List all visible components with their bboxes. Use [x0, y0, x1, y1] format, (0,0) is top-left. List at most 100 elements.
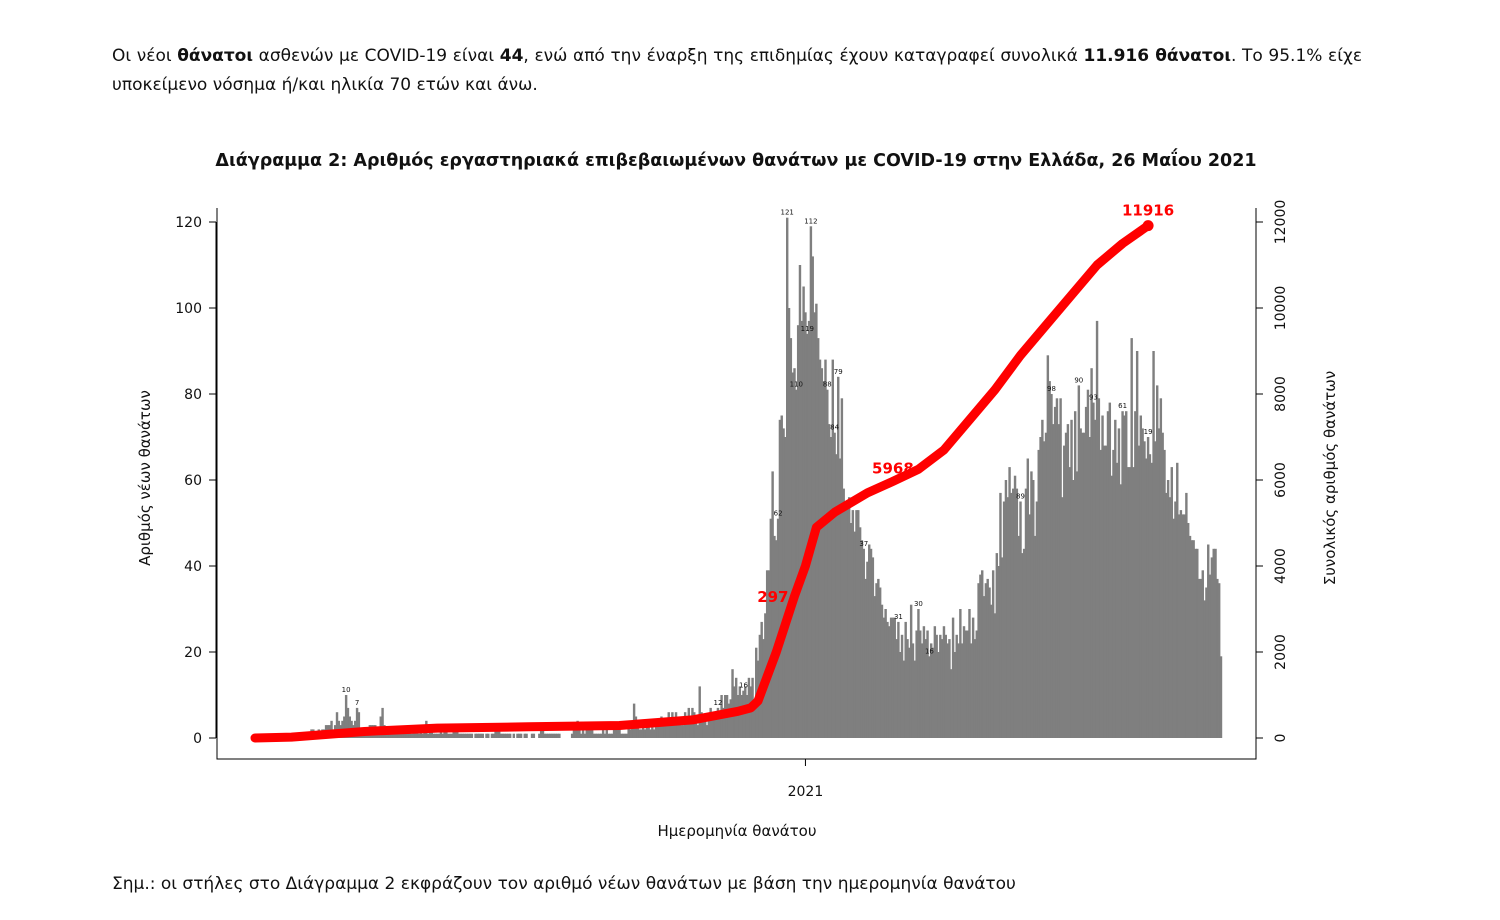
bar	[1156, 385, 1159, 738]
bar-data-label: 112	[804, 217, 817, 225]
bar	[589, 729, 592, 738]
bar	[1150, 462, 1153, 738]
bar	[423, 729, 426, 738]
bar	[545, 733, 548, 738]
bar	[795, 389, 798, 738]
bar	[1035, 501, 1039, 738]
bar	[933, 626, 937, 738]
bar	[1048, 381, 1051, 738]
bar	[928, 656, 931, 738]
bar	[477, 733, 481, 738]
bar	[878, 587, 882, 738]
bar	[1103, 445, 1106, 738]
bar	[1130, 338, 1133, 738]
bar	[1095, 320, 1099, 738]
bar-data-label: 93	[1089, 394, 1098, 402]
bar	[1159, 398, 1163, 738]
bar	[1010, 492, 1013, 738]
bar	[740, 695, 743, 738]
bar	[1135, 351, 1139, 738]
bar	[966, 630, 969, 738]
bar	[1194, 548, 1197, 738]
bar	[456, 729, 459, 738]
bar	[638, 729, 641, 738]
bar	[940, 639, 944, 738]
bar	[1128, 467, 1132, 738]
bar	[931, 647, 935, 738]
bar-data-label: 88	[823, 381, 832, 389]
bar	[1146, 437, 1150, 738]
bar	[793, 368, 796, 738]
bar-data-label: 31	[894, 613, 903, 621]
bar	[711, 712, 714, 738]
bar	[1030, 471, 1033, 738]
bar	[485, 733, 488, 738]
bar	[926, 630, 929, 738]
bar	[1114, 419, 1117, 738]
bar-data-label: 61	[1118, 402, 1127, 410]
bar	[820, 368, 824, 738]
bar	[603, 733, 607, 738]
bar	[1139, 415, 1143, 738]
bar	[1132, 467, 1135, 738]
bar	[1157, 428, 1161, 738]
bar	[448, 733, 452, 738]
bar	[348, 716, 351, 738]
bar	[503, 733, 506, 738]
bar	[344, 695, 348, 738]
bar	[1154, 441, 1157, 738]
x-axis-title: Ημερομηνία θανάτου	[657, 822, 816, 840]
bar	[1019, 501, 1022, 738]
bar	[532, 733, 536, 738]
bar	[658, 725, 661, 738]
bar	[507, 733, 510, 738]
bar	[541, 729, 545, 738]
bar	[330, 720, 333, 738]
bar	[857, 510, 860, 738]
bar	[970, 643, 973, 738]
bar	[1217, 583, 1221, 738]
left-axis-tick-label: 80	[184, 387, 202, 403]
bar	[1015, 488, 1019, 738]
bar-data-label: 16	[925, 647, 934, 655]
bar	[946, 643, 949, 738]
right-axis-tick-label: 10000	[1273, 286, 1289, 331]
bar	[835, 454, 838, 738]
bar	[731, 669, 734, 738]
bar	[866, 561, 869, 738]
bar	[605, 729, 608, 738]
bar	[948, 639, 951, 738]
bar	[871, 557, 875, 738]
bar	[802, 286, 805, 738]
bar-data-label: 110	[790, 381, 803, 389]
bar	[822, 381, 825, 738]
bar	[964, 630, 968, 738]
bar-data-label: 119	[801, 325, 814, 333]
bar	[1101, 415, 1104, 738]
bar	[616, 729, 619, 738]
bar	[479, 733, 483, 738]
bar	[736, 695, 740, 738]
bar	[437, 733, 441, 738]
right-axis-tick-label: 2000	[1273, 634, 1289, 670]
bar	[1024, 488, 1028, 738]
intro-text-1: Οι νέοι	[112, 46, 178, 66]
bar	[614, 729, 618, 738]
right-axis-tick-label: 0	[1273, 734, 1289, 743]
bar	[773, 535, 776, 738]
bar	[771, 471, 774, 738]
bar	[682, 725, 685, 738]
bar	[1126, 467, 1130, 738]
bar	[547, 733, 550, 738]
bar	[459, 733, 463, 738]
bar	[1205, 587, 1208, 738]
bar	[445, 729, 448, 738]
bar	[875, 583, 878, 738]
bar-data-label: 84	[830, 424, 839, 432]
bar	[951, 617, 955, 738]
bar	[1055, 398, 1059, 738]
bar	[421, 733, 424, 738]
bar-data-label: 98	[1047, 385, 1056, 393]
bar	[1017, 535, 1020, 738]
